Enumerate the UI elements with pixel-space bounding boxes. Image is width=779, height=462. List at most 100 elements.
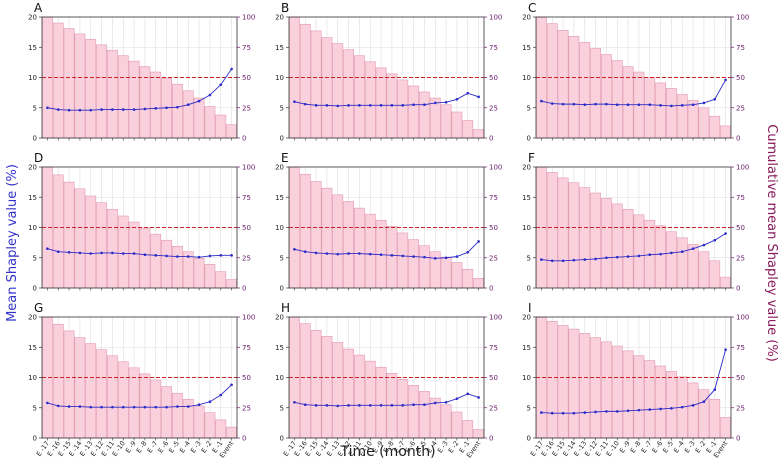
cumulative-bar bbox=[633, 214, 645, 289]
right-tick-label: 25 bbox=[489, 104, 498, 112]
mean-shapley-point bbox=[390, 104, 394, 107]
right-tick-label: 25 bbox=[242, 254, 251, 262]
mean-shapley-point bbox=[550, 102, 554, 105]
mean-shapley-point bbox=[637, 103, 641, 107]
mean-shapley-point bbox=[197, 255, 201, 259]
left-tick-label: 10 bbox=[522, 74, 531, 82]
mean-shapley-line bbox=[294, 241, 479, 259]
mean-shapley-point bbox=[702, 101, 706, 105]
cumulative-bar bbox=[204, 412, 216, 439]
cumulative-bar bbox=[666, 371, 677, 439]
cumulative-bar bbox=[375, 67, 387, 139]
cumulative-bar bbox=[687, 244, 699, 289]
cumulative-bar bbox=[52, 323, 64, 439]
right-tick-label: 75 bbox=[489, 44, 498, 52]
mean-shapley-point bbox=[455, 255, 459, 258]
mean-shapley-point bbox=[670, 251, 673, 255]
left-tick-label: 0 bbox=[527, 435, 531, 443]
mean-shapley-point bbox=[100, 251, 103, 255]
cumulative-bar bbox=[440, 404, 452, 439]
left-tick-label: 0 bbox=[33, 285, 37, 293]
cumulative-bar bbox=[139, 227, 151, 289]
right-tick-label: 75 bbox=[736, 344, 745, 352]
mean-shapley-point bbox=[615, 103, 619, 107]
left-tick-label: 10 bbox=[275, 374, 284, 382]
cumulative-bar bbox=[85, 343, 97, 439]
right-tick-label: 0 bbox=[489, 285, 493, 293]
left-tick-label: 20 bbox=[275, 164, 284, 172]
cumulative-bar bbox=[611, 345, 623, 439]
cumulative-bar bbox=[96, 202, 107, 289]
cumulative-bar bbox=[310, 30, 322, 139]
right-tick-label: 50 bbox=[489, 374, 498, 382]
left-tick-label: 5 bbox=[33, 404, 37, 412]
left-tick-label: 0 bbox=[280, 435, 284, 443]
right-tick-label: 100 bbox=[489, 164, 502, 172]
mean-shapley-point bbox=[100, 405, 103, 409]
right-tick-label: 0 bbox=[736, 285, 740, 293]
cumulative-bar bbox=[107, 355, 118, 439]
cumulative-bar bbox=[299, 323, 311, 439]
cumulative-bar bbox=[579, 333, 591, 439]
mean-shapley-line bbox=[47, 68, 232, 111]
cumulative-bar bbox=[343, 348, 354, 439]
mean-shapley-point bbox=[111, 251, 114, 255]
mean-shapley-point bbox=[648, 103, 652, 107]
left-tick-label: 10 bbox=[522, 374, 531, 382]
left-axis-label: Mean Shapley value (%) bbox=[5, 164, 20, 322]
mean-shapley-point bbox=[143, 107, 147, 111]
left-tick-label: 20 bbox=[28, 164, 37, 172]
mean-shapley-point bbox=[583, 411, 587, 414]
mean-shapley-point bbox=[466, 91, 470, 95]
mean-shapley-point bbox=[561, 411, 565, 415]
right-tick-label: 75 bbox=[736, 194, 745, 202]
cumulative-bar bbox=[666, 88, 677, 139]
mean-shapley-point bbox=[691, 404, 695, 407]
right-tick-label: 75 bbox=[489, 194, 498, 202]
cumulative-bar bbox=[63, 28, 75, 139]
mean-shapley-point bbox=[336, 404, 340, 408]
right-tick-label: 50 bbox=[736, 74, 745, 82]
mean-shapley-point bbox=[466, 392, 470, 396]
cumulative-bar bbox=[226, 279, 237, 289]
mean-shapley-line bbox=[541, 79, 726, 107]
mean-shapley-point bbox=[477, 95, 480, 99]
cumulative-bar bbox=[150, 71, 162, 139]
cumulative-bar bbox=[440, 256, 452, 289]
right-tick-label: 25 bbox=[489, 404, 498, 412]
mean-shapley-point bbox=[390, 404, 394, 407]
cumulative-bar bbox=[590, 337, 601, 439]
cumulative-bar bbox=[633, 355, 645, 439]
left-tick-label: 0 bbox=[33, 435, 37, 443]
cumulative-bar bbox=[321, 187, 333, 289]
cumulative-bar bbox=[204, 264, 216, 289]
mean-shapley-point bbox=[230, 67, 233, 71]
mean-shapley-point bbox=[67, 405, 71, 408]
mean-shapley-point bbox=[605, 410, 608, 413]
mean-shapley-point bbox=[444, 401, 448, 404]
left-tick-label: 5 bbox=[527, 404, 531, 412]
mean-shapley-point bbox=[626, 255, 630, 258]
cumulative-bar bbox=[655, 225, 666, 289]
left-tick-label: 0 bbox=[280, 135, 284, 143]
mean-shapley-point bbox=[433, 257, 437, 260]
mean-shapley-point bbox=[670, 407, 673, 410]
cumulative-bar bbox=[687, 382, 699, 439]
mean-shapley-point bbox=[572, 258, 576, 262]
cumulative-bar bbox=[546, 23, 558, 139]
mean-shapley-point bbox=[702, 243, 706, 247]
right-tick-label: 0 bbox=[489, 435, 493, 443]
cumulative-bar bbox=[720, 417, 731, 439]
right-tick-label: 0 bbox=[736, 435, 740, 443]
mean-shapley-point bbox=[637, 254, 641, 258]
mean-shapley-point bbox=[477, 240, 480, 243]
mean-shapley-point bbox=[46, 247, 49, 250]
mean-shapley-point bbox=[412, 403, 415, 407]
cumulative-bar bbox=[161, 386, 172, 439]
panel-label: E bbox=[281, 151, 289, 165]
cumulative-bar bbox=[557, 325, 569, 439]
left-tick-label: 20 bbox=[275, 14, 284, 22]
cumulative-bar bbox=[193, 258, 205, 289]
